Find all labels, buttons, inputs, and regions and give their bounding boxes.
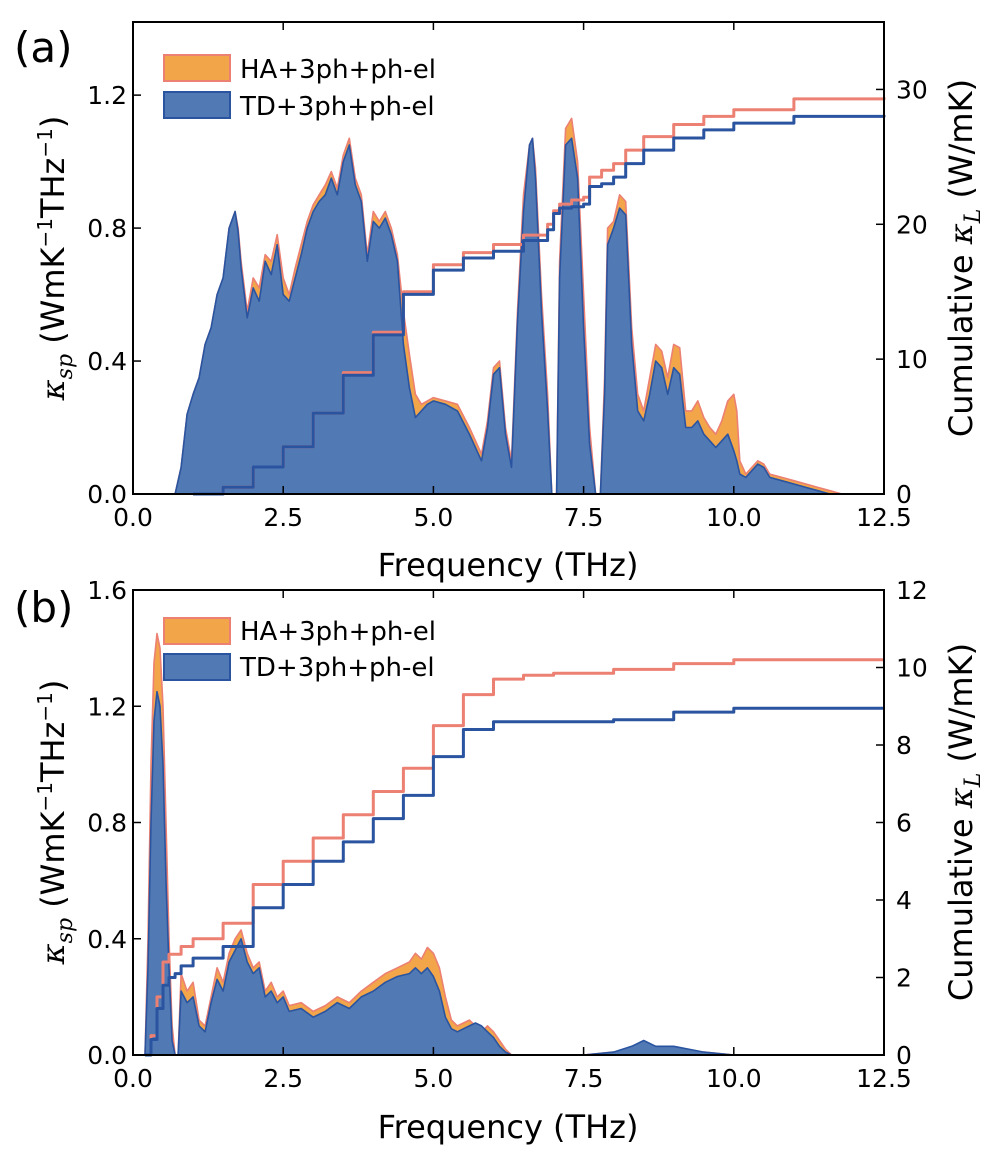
- panel-a-legend: HA+3ph+ph-el TD+3ph+ph-el: [163, 54, 436, 122]
- panel-a-xticks: 0.0 2.5 5.0 7.5 10.0 12.5: [113, 22, 912, 532]
- y-tick-label: 0.8: [87, 809, 127, 838]
- x-tick-label: 7.5: [564, 1064, 604, 1093]
- panel-b-plot: [144, 632, 884, 1057]
- panel-b-ylabel-left: κsp (WmK−1THz−1): [33, 680, 78, 966]
- ylabel-left-unit: THz: [34, 158, 72, 219]
- y-right-tick-label: 20: [896, 210, 928, 239]
- x-tick-label: 12.5: [856, 1064, 912, 1093]
- ylabel-left-sub: sp: [53, 354, 78, 379]
- panel-b-legend: HA+3ph+ph-el TD+3ph+ph-el: [163, 617, 436, 683]
- x-tick-label: 7.5: [564, 503, 604, 532]
- ylabel-left-close: ): [34, 116, 72, 128]
- ylabel-left-mid: (WmK: [34, 247, 72, 354]
- y-right-tick-label: 8: [896, 731, 912, 760]
- panel-a-xlabel: Frequency (THz): [378, 546, 639, 584]
- y-right-tick-label: 4: [896, 886, 912, 915]
- series-area-td: [144, 690, 735, 1056]
- panel-b: (b) 0.0 2.5 5.0 7.5 10.0 12.5 0.0 0.4 0.8 1.2 1.6…: [14, 576, 986, 1146]
- ylabel-left-mid: (WmK: [34, 811, 72, 918]
- cumulative-line-ha: [145, 658, 884, 1057]
- ylabel-left-close: ): [34, 680, 72, 692]
- legend-swatch-td: [163, 653, 231, 681]
- cumulative-line-td: [145, 706, 884, 1057]
- legend-swatch-ha: [163, 54, 231, 82]
- ylabel-left-sup2: −1: [33, 692, 57, 721]
- y-tick-label: 0.0: [87, 480, 127, 509]
- y-right-tick-label: 2: [896, 964, 912, 993]
- panel-b-ylabel-right: Cumulative κL (W/mK): [942, 643, 986, 1001]
- y-right-tick-label: 10: [896, 654, 928, 683]
- x-tick-label: 0.0: [113, 1064, 153, 1093]
- panel-b-yticks-right: 0 2 4 6 8 10 12: [876, 576, 928, 1070]
- panel-b-yticks-left: 0.0 0.4 0.8 1.2 1.6: [87, 576, 141, 1070]
- ylabel-left-sup1: −1: [33, 218, 57, 247]
- legend-label-td: TD+3ph+ph-el: [239, 92, 435, 122]
- x-tick-label: 5.0: [414, 1064, 454, 1093]
- x-tick-label: 10.0: [706, 1064, 762, 1093]
- panel-a-tag: (a): [14, 23, 73, 72]
- ylabel-right-pre: Cumulative: [942, 808, 980, 1001]
- panel-a-yticks-right: 0 10 20 30: [876, 75, 928, 509]
- ylabel-right-post: (W/mK): [942, 643, 980, 773]
- legend-swatch-ha: [163, 617, 231, 645]
- x-tick-label: 2.5: [263, 1064, 303, 1093]
- panel-b-tag: (b): [14, 583, 73, 632]
- y-tick-label: 0.4: [87, 925, 127, 954]
- x-tick-label: 2.5: [263, 503, 303, 532]
- y-right-tick-label: 12: [896, 576, 928, 605]
- ylabel-right-pre: Cumulative: [942, 244, 980, 437]
- ylabel-right-sub: L: [961, 773, 986, 789]
- panel-a-ylabel-right: Cumulative κL (W/mK): [942, 79, 986, 437]
- ylabel-left-symbol: κ: [34, 943, 72, 965]
- y-tick-label: 0.4: [87, 347, 127, 376]
- y-right-tick-label: 0: [896, 1041, 912, 1070]
- cumulative-line-td: [193, 114, 886, 496]
- legend-label-ha: HA+3ph+ph-el: [240, 617, 436, 647]
- legend-label-td: TD+3ph+ph-el: [239, 653, 435, 683]
- y-tick-label: 0.8: [87, 214, 127, 243]
- y-right-tick-label: 30: [896, 75, 928, 104]
- ylabel-right-symbol: κ: [942, 787, 980, 809]
- x-tick-label: 12.5: [856, 503, 912, 532]
- ylabel-left-sub: sp: [53, 918, 78, 943]
- ylabel-left-sup2: −1: [33, 128, 57, 157]
- panel-b-xlabel: Frequency (THz): [378, 1108, 639, 1146]
- panel-a-plot: [174, 97, 886, 496]
- y-right-tick-label: 6: [896, 809, 912, 838]
- y-tick-label: 1.6: [87, 576, 127, 605]
- panel-b-xticks: 0.0 2.5 5.0 7.5 10.0 12.5: [113, 590, 912, 1093]
- panel-a-frame: [132, 21, 885, 495]
- ylabel-right-sub: L: [961, 209, 986, 225]
- x-tick-label: 5.0: [414, 503, 454, 532]
- panel-a-yticks-left: 0.0 0.4 0.8 1.2: [87, 81, 141, 509]
- series-area-td: [174, 137, 843, 495]
- legend-swatch-td: [163, 91, 231, 119]
- y-right-tick-label: 10: [896, 345, 928, 374]
- ylabel-right-post: (W/mK): [942, 79, 980, 209]
- y-tick-label: 1.2: [87, 81, 127, 110]
- panel-a: (a) 0.0 2.5 5.0 7.5 10.0 12.5 0.0 0.4 0.8 1.2 0 1…: [14, 21, 986, 584]
- ylabel-left-sup1: −1: [33, 782, 57, 811]
- x-tick-label: 10.0: [706, 503, 762, 532]
- panel-a-ylabel-left: κsp (WmK−1THz−1): [33, 116, 78, 402]
- ylabel-left-unit: THz: [34, 722, 72, 783]
- y-right-tick-label: 0: [896, 480, 912, 509]
- x-tick-label: 0.0: [113, 503, 153, 532]
- ylabel-right-symbol: κ: [942, 223, 980, 245]
- legend-label-ha: HA+3ph+ph-el: [240, 55, 436, 85]
- ylabel-left-symbol: κ: [34, 379, 72, 401]
- y-tick-label: 1.2: [87, 692, 127, 721]
- y-tick-label: 0.0: [87, 1041, 127, 1070]
